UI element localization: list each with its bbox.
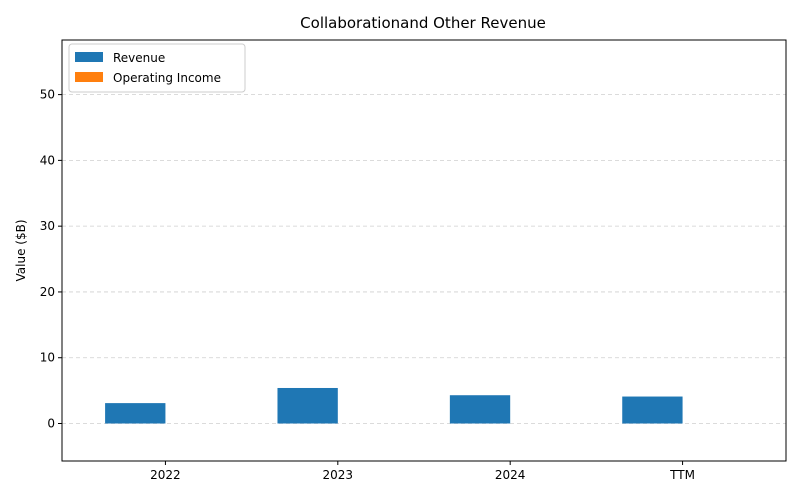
bar-revenue-ttm — [622, 396, 683, 424]
y-tick-label: 50 — [40, 88, 55, 102]
legend-swatch — [75, 52, 103, 62]
legend-swatch — [75, 72, 103, 82]
y-tick-label: 30 — [40, 219, 55, 233]
x-tick-label: 2024 — [495, 468, 526, 482]
bar-revenue-2022 — [105, 403, 166, 424]
legend-label: Operating Income — [113, 71, 221, 85]
y-tick-label: 0 — [47, 417, 55, 431]
bar-revenue-2024 — [449, 395, 511, 424]
x-tick-label: TTM — [669, 468, 695, 482]
bar-revenue-2023 — [277, 387, 338, 424]
y-tick-label: 10 — [40, 351, 55, 365]
legend-box — [68, 43, 246, 93]
x-tick-label: 2023 — [323, 468, 354, 482]
bars-layer — [105, 387, 683, 424]
y-axis-label: Value ($B) — [14, 220, 28, 282]
x-axis: 2022 2023 2024 TTM — [150, 461, 695, 482]
x-tick-label: 2022 — [150, 468, 181, 482]
chart-title: Collaborationand Other Revenue — [300, 14, 546, 32]
legend: Revenue Operating Income — [68, 43, 246, 93]
y-tick-label: 20 — [40, 285, 55, 299]
y-axis: 0 10 20 30 40 50 — [40, 88, 62, 431]
grid-layer — [62, 94, 786, 424]
legend-label: Revenue — [113, 51, 165, 65]
plot-frame — [61, 39, 787, 462]
y-tick-label: 40 — [40, 153, 55, 167]
